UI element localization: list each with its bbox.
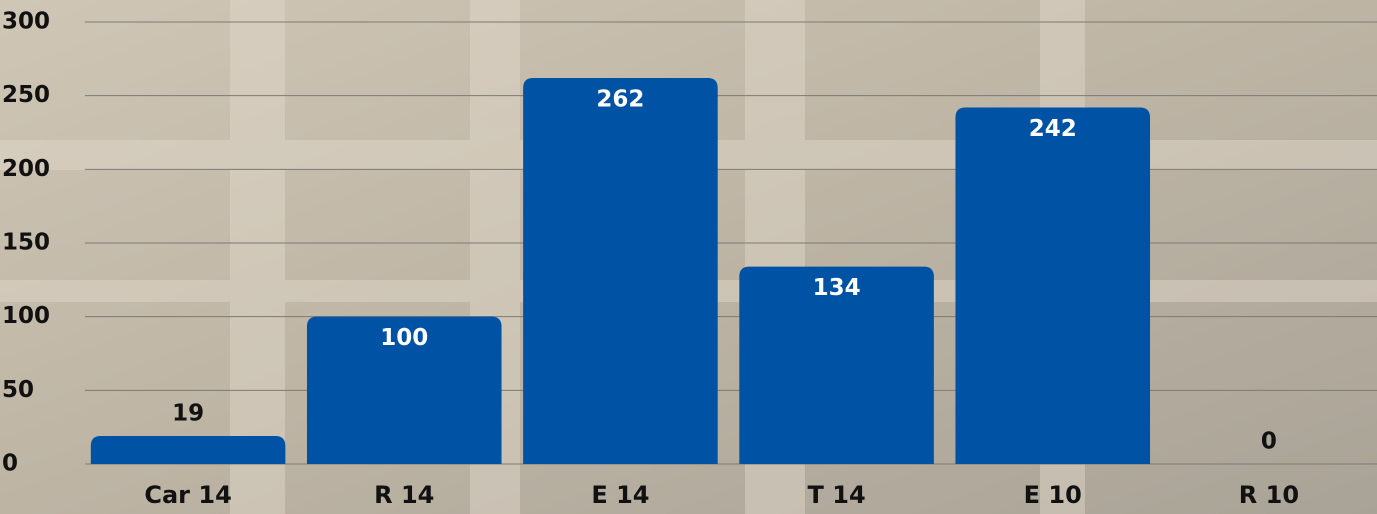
bar <box>90 436 286 464</box>
x-tick-label: E 14 <box>591 481 649 509</box>
value-label: 134 <box>813 275 861 301</box>
bar <box>739 266 934 464</box>
value-label: 19 <box>172 401 204 427</box>
y-tick-label: 200 <box>2 156 50 182</box>
x-tick-label: R 10 <box>1239 481 1299 509</box>
value-label: 100 <box>380 325 428 351</box>
bar <box>955 107 1151 464</box>
y-tick-label: 300 <box>2 9 50 35</box>
y-tick-label: 50 <box>2 377 34 403</box>
value-label: 0 <box>1261 429 1277 455</box>
y-tick-label: 150 <box>2 230 50 256</box>
x-tick-label: T 14 <box>808 481 866 509</box>
bar <box>306 316 502 464</box>
x-tick-label: Car 14 <box>144 481 231 509</box>
bar <box>523 77 718 464</box>
value-label: 242 <box>1029 116 1077 142</box>
y-tick-label: 0 <box>2 451 18 477</box>
x-tick-label: R 14 <box>374 481 434 509</box>
value-label: 262 <box>596 86 644 112</box>
y-tick-label: 100 <box>2 303 50 329</box>
y-tick-label: 250 <box>2 82 50 108</box>
x-tick-label: E 10 <box>1024 481 1082 509</box>
